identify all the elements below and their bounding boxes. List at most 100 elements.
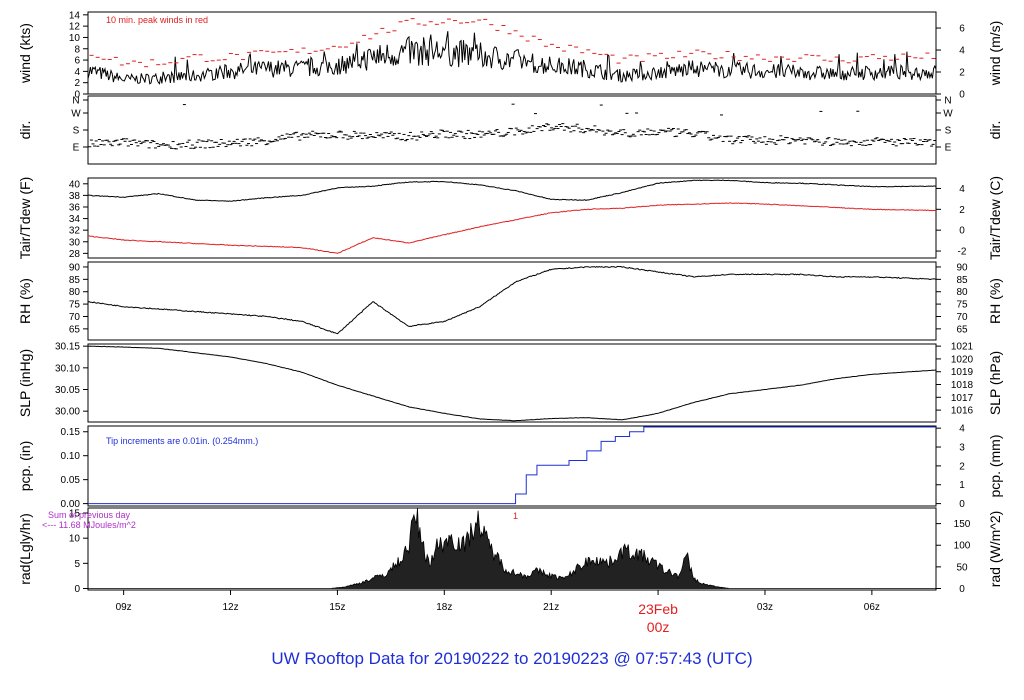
- panel-frame-slp: [87, 343, 937, 423]
- solar-note-line1: Sum of previous day: [48, 510, 131, 520]
- y-tick-label-right: 1: [959, 480, 965, 491]
- y-tick-label: 12: [69, 22, 81, 33]
- y-tick-label-right: 0: [959, 584, 965, 595]
- panel-frame-dir: [87, 95, 937, 165]
- y-axis-label: wind (kts): [17, 23, 33, 84]
- y-tick-label-right: 2: [959, 68, 965, 79]
- panel-frame-temp: [87, 177, 937, 259]
- y-tick-label: 32: [69, 226, 81, 237]
- y-tick-label: 6: [74, 56, 80, 67]
- y-tick-label: 65: [69, 324, 81, 335]
- y-tick-label-right: 70: [956, 312, 968, 323]
- y-tick-label: 75: [69, 300, 81, 311]
- solar-radiation-area: [87, 508, 937, 589]
- y-tick-label: 38: [69, 191, 81, 202]
- y-tick-label-right: 50: [956, 562, 968, 573]
- y-axis-label-right: SLP (hPa): [987, 351, 1003, 415]
- y-tick-label: N: [72, 96, 79, 107]
- y-tick-label-right: 4: [959, 184, 965, 195]
- y-axis-label: RH (%): [17, 278, 33, 324]
- pcp-annotation: Tip increments are 0.01in. (0.254mm.): [106, 436, 258, 446]
- y-tick-label-right: 80: [956, 287, 968, 298]
- y-tick-label: 5: [74, 559, 80, 570]
- series-temp-1: [87, 202, 937, 254]
- y-tick-label-right: 100: [954, 541, 971, 552]
- y-tick-label: 10: [69, 33, 81, 44]
- y-tick-label: W: [71, 109, 81, 120]
- y-axis-label: rad(Lgly/hr): [17, 513, 33, 585]
- y-tick-label-right: 1016: [951, 406, 974, 417]
- y-tick-label-right: W: [943, 109, 953, 120]
- y-tick-label-right: 3: [959, 443, 965, 454]
- y-axis-label-right: Tair/Tdew (C): [987, 176, 1003, 260]
- y-axis-label: pcp. (in): [17, 441, 33, 492]
- y-tick-label-right: 0: [959, 499, 965, 510]
- y-tick-label: 40: [69, 179, 81, 190]
- series-wind-speed: [87, 31, 937, 85]
- y-axis-label-right: dir.: [987, 121, 1003, 140]
- x-tick-label: 09z: [116, 602, 132, 613]
- x-tick-label: 21z: [543, 602, 559, 613]
- pcp-start-marker: 1: [513, 511, 518, 521]
- y-tick-label: 2: [74, 78, 80, 89]
- y-tick-label: 0: [74, 584, 80, 595]
- y-tick-label: 30.15: [55, 342, 80, 353]
- y-axis-label: SLP (inHg): [17, 349, 33, 417]
- y-tick-label-right: 6: [959, 24, 965, 35]
- y-tick-label-right: 4: [959, 424, 965, 435]
- y-axis-label: dir.: [17, 121, 33, 140]
- y-tick-label: 10: [69, 534, 81, 545]
- y-tick-label-right: 90: [956, 262, 968, 273]
- y-axis-label-right: wind (m/s): [987, 21, 1003, 87]
- y-tick-label: 90: [69, 262, 81, 273]
- y-tick-label-right: 1017: [951, 393, 974, 404]
- date-sublabel: 00z: [647, 619, 670, 635]
- y-tick-label: 8: [74, 44, 80, 55]
- y-tick-label: 4: [74, 67, 80, 78]
- y-tick-label: S: [73, 126, 80, 137]
- y-tick-label: 36: [69, 202, 81, 213]
- panel-frame-rad: [87, 507, 937, 591]
- y-tick-label: 0.15: [61, 427, 81, 438]
- y-tick-label: 30: [69, 237, 81, 248]
- y-tick-label-right: 85: [956, 275, 968, 286]
- y-tick-label-right: 1021: [951, 342, 974, 353]
- y-tick-label: 30.00: [55, 407, 80, 418]
- date-label: 23Feb: [638, 601, 678, 617]
- x-tick-label: 03z: [757, 602, 773, 613]
- y-tick-label: 30.10: [55, 363, 80, 374]
- y-tick-label: E: [73, 143, 80, 154]
- y-tick-label: 28: [69, 249, 81, 260]
- x-tick-label: 06z: [864, 602, 880, 613]
- y-tick-label: 15: [69, 509, 81, 520]
- y-tick-label: 34: [69, 214, 81, 225]
- page-title: UW Rooftop Data for 20190222 to 20190223…: [271, 649, 753, 668]
- series-rh-0: [87, 265, 937, 335]
- y-tick-label-right: -2: [958, 247, 967, 258]
- y-tick-label: 14: [69, 10, 81, 21]
- y-tick-label-right: 4: [959, 46, 965, 57]
- y-tick-label: 0.10: [61, 451, 81, 462]
- y-tick-label: 85: [69, 275, 81, 286]
- y-axis-label: Tair/Tdew (F): [17, 177, 33, 259]
- y-tick-label-right: S: [945, 126, 952, 137]
- series-slp-0: [87, 345, 937, 422]
- y-axis-label-right: pcp. (mm): [987, 435, 1003, 498]
- y-axis-label-right: rad (W/m^2): [987, 511, 1003, 588]
- y-tick-label-right: 150: [954, 519, 971, 530]
- y-tick-label: 30.05: [55, 385, 80, 396]
- y-tick-label-right: 75: [956, 300, 968, 311]
- y-tick-label-right: 1019: [951, 367, 974, 378]
- y-tick-label-right: N: [944, 96, 951, 107]
- panel-frame-rh: [87, 261, 937, 341]
- y-tick-label-right: 2: [959, 461, 965, 472]
- y-tick-label: 0.00: [61, 499, 81, 510]
- y-tick-label-right: 0: [959, 90, 965, 101]
- y-tick-label-right: E: [945, 143, 952, 154]
- y-tick-label-right: 65: [956, 324, 968, 335]
- wind-annotation: 10 min. peak winds in red: [106, 15, 208, 25]
- y-axis-label-right: RH (%): [987, 278, 1003, 324]
- x-tick-label: 18z: [436, 602, 452, 613]
- x-tick-label: 15z: [329, 602, 345, 613]
